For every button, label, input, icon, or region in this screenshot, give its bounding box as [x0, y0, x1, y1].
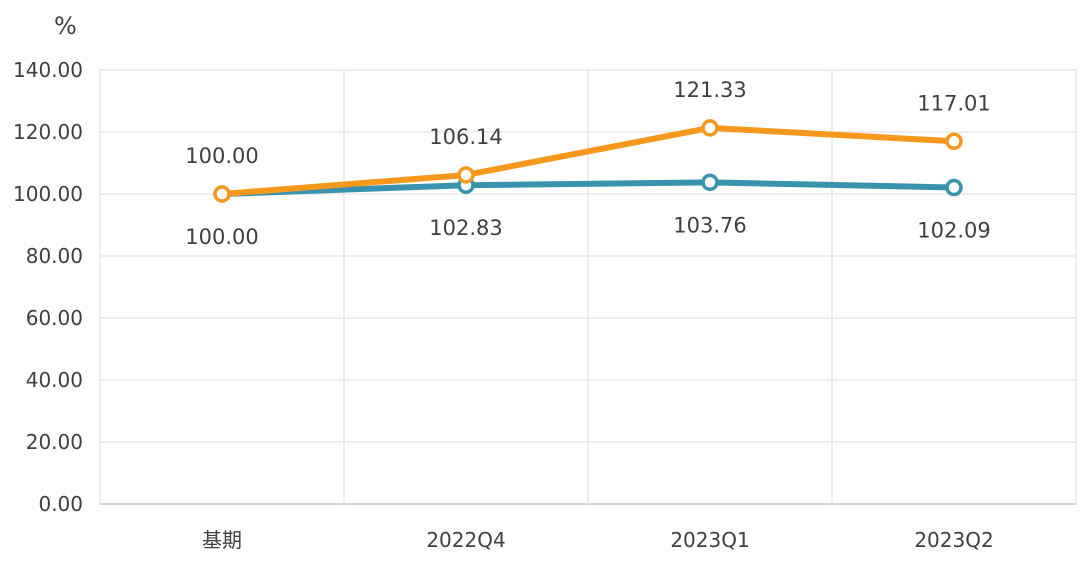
- y-unit-label: %: [54, 12, 77, 40]
- x-tick-label: 基期: [202, 528, 242, 552]
- y-tick-label: 40.00: [26, 368, 83, 392]
- y-tick-label: 100.00: [13, 182, 83, 206]
- gridlines: [99, 69, 1077, 505]
- x-tick-label: 2023Q2: [914, 528, 993, 552]
- data-point: [457, 166, 475, 184]
- data-label: 100.00: [185, 144, 258, 168]
- data-point: [701, 119, 719, 137]
- y-axis-ticks: 0.00 20.00 40.00 60.00 80.00 100.00 120.00 140.…: [13, 58, 83, 516]
- y-tick-label: 20.00: [26, 430, 83, 454]
- y-tick-label: 60.00: [26, 306, 83, 330]
- data-label: 121.33: [673, 78, 746, 102]
- y-tick-label: 0.00: [38, 492, 83, 516]
- y-tick-label: 140.00: [13, 58, 83, 82]
- y-tick-label: 120.00: [13, 120, 83, 144]
- data-point: [701, 173, 719, 192]
- data-label: 102.09: [917, 219, 990, 243]
- data-label: 106.14: [429, 125, 502, 149]
- series-line-0: [219, 179, 957, 197]
- data-label: 100.00: [185, 225, 258, 249]
- data-point: [945, 132, 963, 151]
- x-tick-label: 2023Q1: [670, 528, 749, 552]
- x-axis-ticks: 基期 2022Q4 2023Q1 2023Q2: [202, 528, 994, 552]
- x-tick-label: 2022Q4: [426, 528, 505, 552]
- data-label: 117.01: [917, 91, 990, 115]
- data-point: [945, 178, 963, 197]
- series-line-1: [219, 124, 957, 197]
- data-label: 103.76: [673, 213, 746, 237]
- y-tick-label: 80.00: [26, 244, 83, 268]
- series-layer: 100.00 102.83 103.76 102.09 100.00 106.14 121.…: [185, 78, 990, 249]
- data-label: 102.83: [429, 216, 502, 240]
- data-point: [213, 185, 231, 203]
